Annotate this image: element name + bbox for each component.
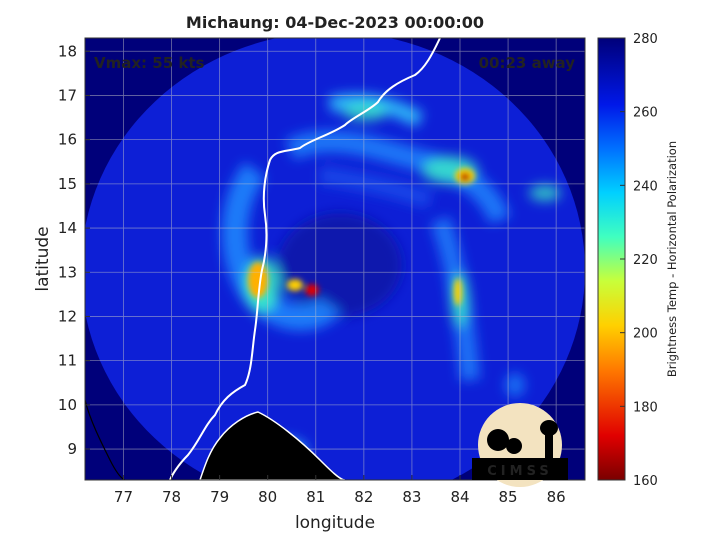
y-tick-label: 13: [58, 263, 77, 281]
y-tick-label: 18: [58, 42, 77, 60]
x-tick-label: 84: [450, 488, 469, 506]
colorbar-tick-label: 280: [633, 32, 658, 47]
x-tick-label: 85: [499, 488, 518, 506]
x-tick-label: 79: [210, 488, 229, 506]
land-border: [85, 399, 126, 480]
y-tick-label: 10: [58, 396, 77, 414]
x-tick-label: 78: [162, 488, 181, 506]
x-tick-label: 86: [547, 488, 566, 506]
time-label: 00:23 away: [479, 54, 576, 72]
x-axis-label: longitude: [295, 513, 375, 533]
y-tick-label: 15: [58, 175, 77, 193]
x-tick-label: 82: [354, 488, 373, 506]
y-tick-label: 14: [58, 219, 77, 237]
x-tick-label: 77: [114, 488, 133, 506]
x-tick-label: 83: [402, 488, 421, 506]
cimss-logo: CIMSS: [472, 403, 568, 487]
colorbar-tick-label: 160: [633, 474, 658, 489]
y-tick-label: 11: [58, 352, 77, 370]
colorbar-tick-label: 240: [633, 179, 658, 194]
rainbands: [221, 93, 561, 462]
coastline: [169, 38, 441, 480]
y-ticks: 9 10 11 12 13 14 15 16 17 18: [58, 42, 90, 458]
colorbar: 160 180 200 220 240 260 280 Brightness Temp - …: [597, 32, 679, 489]
colorbar-tick-label: 200: [633, 327, 658, 342]
y-tick-label: 9: [67, 440, 77, 458]
plot-area: 77 78 79 80 81 82 83 84 85 86 9 10 11 12 13 14 15 16 17 18: [58, 37, 586, 506]
vmax-label: Vmax: 55 kts: [94, 54, 204, 72]
x-ticks: 77 78 79 80 81 82 83 84 85 86: [114, 475, 566, 506]
x-tick-label: 81: [306, 488, 325, 506]
y-tick-label: 17: [58, 86, 77, 104]
plot-frame: [84, 37, 586, 481]
colorbar-tick-label: 260: [633, 106, 658, 121]
land-sri-lanka: [199, 411, 346, 480]
colorbar-label: Brightness Temp - Horizontal Polarizatio…: [665, 141, 679, 377]
grid: [85, 38, 585, 480]
logo-text: CIMSS: [487, 464, 552, 479]
y-tick-label: 12: [58, 307, 77, 325]
y-tick-label: 16: [58, 131, 77, 149]
colorbar-tick-label: 180: [633, 400, 658, 415]
chart-title: Michaung: 04-Dec-2023 00:00:00: [186, 13, 484, 32]
y-axis-label: latitude: [33, 226, 53, 291]
x-tick-label: 80: [258, 488, 277, 506]
colorbar-tick-label: 220: [633, 253, 658, 268]
colorbar-ticks: 160 180 200 220 240 260 280: [620, 32, 658, 489]
